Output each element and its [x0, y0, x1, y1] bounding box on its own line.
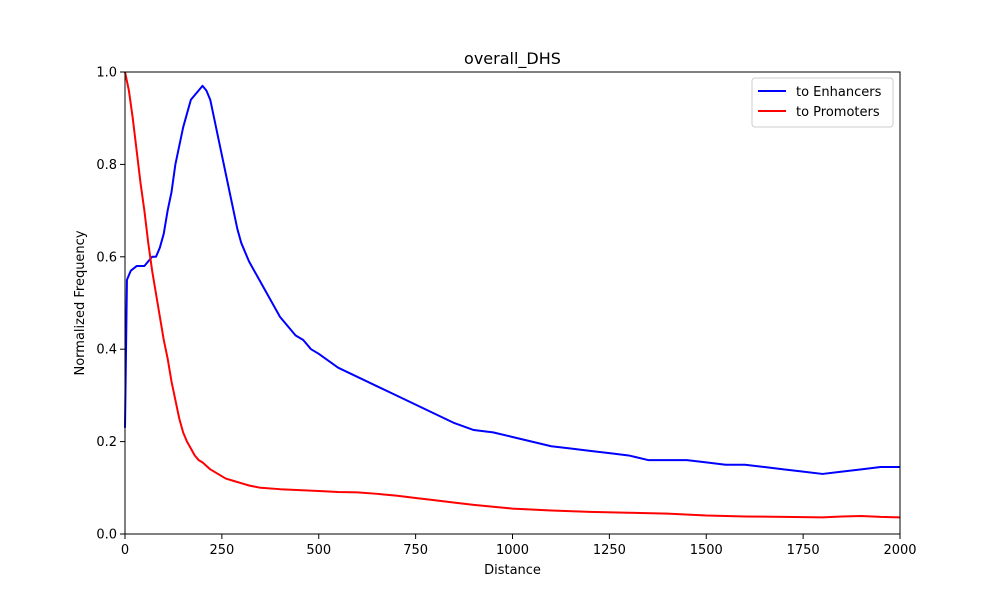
chart-title: overall_DHS	[464, 49, 561, 69]
y-tick-label: 0.0	[96, 528, 117, 543]
y-tick-label: 1.0	[96, 66, 117, 81]
series-line-1	[124, 71, 901, 519]
x-tick-label: 1250	[593, 543, 626, 558]
x-tick-label: 1500	[690, 543, 723, 558]
y-tick-label: 0.2	[96, 435, 117, 450]
y-tick-label: 0.4	[96, 343, 117, 358]
series-layer	[124, 71, 901, 519]
legend-label-promoters: to Promoters	[796, 105, 880, 120]
x-tick-label: 1750	[787, 543, 820, 558]
plot-frame	[124, 71, 901, 535]
tick-layer: 0 250 500 750 1000 1250 1500 1750 2000 0.0 0.2 0.4 0…	[96, 66, 916, 559]
y-tick-label: 0.8	[96, 158, 117, 173]
legend-label-enhancers: to Enhancers	[796, 85, 882, 100]
x-tick-label: 1000	[496, 543, 529, 558]
y-axis-label: Normalized Frequency	[73, 230, 88, 375]
x-tick-label: 0	[121, 543, 129, 558]
x-tick-label: 500	[306, 543, 331, 558]
series-line-0	[124, 84, 900, 475]
x-tick-label: 2000	[883, 543, 916, 558]
x-axis-label: Distance	[484, 563, 541, 578]
x-tick-label: 250	[209, 543, 234, 558]
y-tick-label: 0.6	[96, 250, 117, 265]
legend-box	[751, 77, 894, 128]
x-tick-label: 750	[403, 543, 428, 558]
legend: to Enhancers to Promoters	[751, 77, 894, 128]
